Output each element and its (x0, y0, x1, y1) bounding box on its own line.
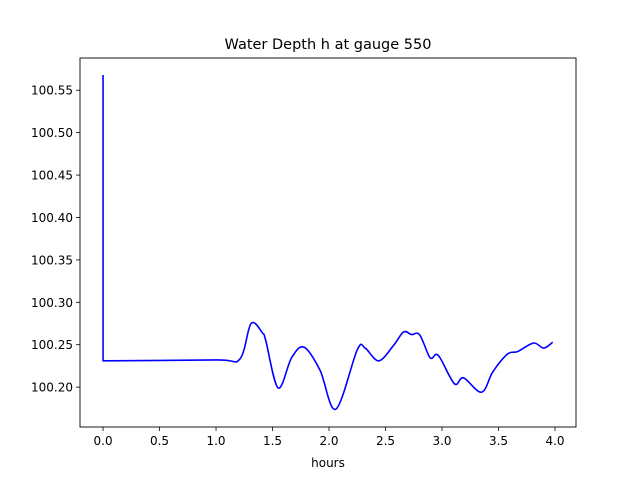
x-axis-label: hours (311, 456, 345, 470)
x-tick-label: 0.5 (150, 434, 169, 448)
y-tick-label: 100.45 (31, 169, 73, 183)
x-tick-label: 3.5 (489, 434, 508, 448)
x-tick-label: 4.0 (545, 434, 564, 448)
x-tick-label: 2.0 (319, 434, 338, 448)
x-tick-label: 3.0 (432, 434, 451, 448)
y-tick-label: 100.30 (31, 296, 73, 310)
y-tick-label: 100.50 (31, 126, 73, 140)
axes-frame (79, 57, 577, 428)
x-tick-label: 1.5 (263, 434, 282, 448)
y-tick-label: 100.40 (31, 211, 73, 225)
x-tick-label: 2.5 (376, 434, 395, 448)
y-tick-label: 100.55 (31, 84, 73, 98)
y-tick-label: 100.25 (31, 338, 73, 352)
x-tick-label: 1.0 (206, 434, 225, 448)
y-tick-label: 100.35 (31, 253, 73, 267)
x-tick-label: 0.0 (94, 434, 113, 448)
series-line-h (102, 74, 554, 410)
chart-title: Water Depth h at gauge 550 (225, 37, 432, 53)
y-tick-label: 100.20 (31, 381, 73, 395)
